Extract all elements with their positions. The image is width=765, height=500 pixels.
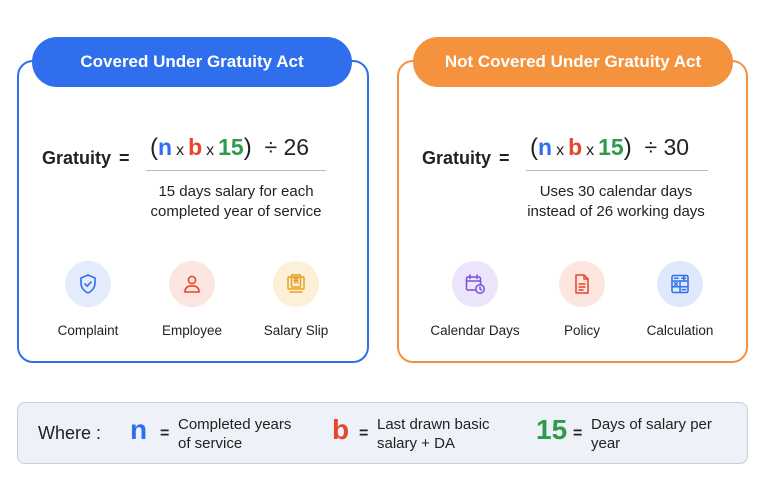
icon-label: Employee [161,323,223,338]
person-icon [169,261,215,307]
calculation-item: Calculation [625,261,735,338]
not-covered-formula-numerator: (n x b x 15) ÷ 30 [530,134,689,162]
document-icon [559,261,605,307]
n-variable: n [158,134,173,160]
description-line: year [591,435,621,452]
b-symbol: b [332,414,350,445]
close-paren: ) [243,134,252,161]
formula-label: Gratuity [422,148,492,168]
icon-label: Policy [563,323,600,338]
description-line: instead of 26 working days [527,203,705,220]
formula-label: Gratuity [42,148,112,168]
description-line: Uses 30 calendar days [539,183,693,200]
salary-slip-item: Salary Slip [241,261,351,338]
fraction-line [526,170,708,171]
where-title: Where : [38,423,102,443]
times-sign: x [556,142,565,159]
b-equals: = [359,425,369,442]
not-covered-title: Not Covered Under Gratuity Act [444,52,702,71]
not-covered-formula-lhs: Gratuity = [422,148,510,169]
calendar-clock-icon [452,261,498,307]
fifteen-symbol: 15 [536,414,568,445]
fifteen-equals: = [573,425,583,442]
not-covered-description: Uses 30 calendar days instead of 26 work… [508,182,724,222]
fraction-line [146,170,326,171]
times-sign: x [586,142,595,159]
formula-equals: = [119,148,130,168]
b-variable: b [188,134,203,160]
covered-formula-lhs: Gratuity = [42,148,130,169]
covered-card [17,60,369,363]
icon-label: Salary Slip [263,323,329,338]
b-description: Last drawn basic salary + DA [377,415,490,453]
not-covered-title-pill: Not Covered Under Gratuity Act [413,37,733,87]
covered-title-pill: Covered Under Gratuity Act [32,37,352,87]
shield-check-icon [65,261,111,307]
description-line: Last drawn basic [377,416,490,433]
description-line: of service [178,435,243,452]
divisor: ÷ 26 [264,134,310,160]
open-paren: ( [150,134,158,161]
complaint-item: Complaint [33,261,143,338]
employee-item: Employee [137,261,247,338]
description-line: Completed years [178,416,292,433]
covered-title: Covered Under Gratuity Act [80,52,304,71]
close-paren: ) [623,134,632,161]
times-sign: x [176,142,185,159]
calendar-days-item: Calendar Days [420,261,530,338]
n-equals: = [160,425,170,442]
icon-label: Calendar Days [430,323,520,338]
n-symbol: n [130,414,148,445]
open-paren: ( [530,134,538,161]
fifteen-description: Days of salary per year [591,415,712,453]
description-line: Days of salary per [591,416,712,433]
description-line: 15 days salary for each [158,183,314,200]
fifteen-value: 15 [218,134,244,160]
fifteen-value: 15 [598,134,624,160]
n-description: Completed years of service [178,415,291,453]
covered-description: 15 days salary for each completed year o… [130,182,342,222]
description-line: completed year of service [150,203,322,220]
icon-label: Complaint [57,323,119,338]
description-line: salary + DA [377,435,455,452]
where-legend: Where : n = Completed years of service b… [17,402,748,464]
salary-slip-icon [273,261,319,307]
b-variable: b [568,134,583,160]
covered-formula-numerator: (n x b x 15) ÷ 26 [150,134,309,162]
policy-item: Policy [527,261,637,338]
times-sign: x [206,142,215,159]
formula-equals: = [499,148,510,168]
icon-label: Calculation [646,323,714,338]
calculator-icon [657,261,703,307]
n-variable: n [538,134,553,160]
divisor: ÷ 30 [644,134,690,160]
